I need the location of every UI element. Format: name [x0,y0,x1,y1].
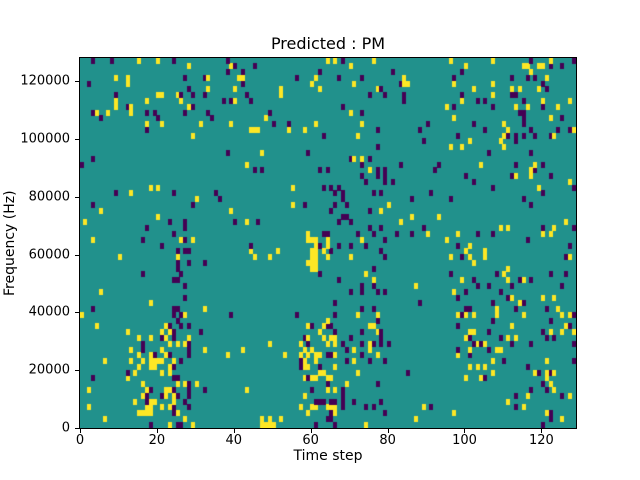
y-tick-label: 120000 [20,73,70,89]
y-tick-label: 80000 [28,189,70,205]
y-tick-mark [75,138,79,140]
y-tick-mark [75,196,79,198]
chart-title: Predicted : PM [270,34,386,53]
x-tick-mark [541,429,543,433]
y-tick-mark [75,370,79,372]
y-tick-label: 40000 [28,304,70,320]
y-tick-mark [75,428,79,429]
y-tick-label: 100000 [20,131,70,147]
x-tick-mark [464,429,466,433]
x-tick-mark [387,429,389,433]
x-tick-mark [233,429,235,433]
x-tick-label: 40 [225,433,243,448]
y-tick-label: 20000 [28,362,70,378]
y-tick-label: 60000 [28,247,70,263]
x-tick-label: 120 [528,433,554,448]
plot-area [79,57,577,429]
x-tick-label: 100 [452,433,477,448]
x-tick-mark [80,429,81,433]
x-tick-label: 20 [148,433,166,448]
x-tick-label: 0 [75,433,85,448]
y-tick-mark [75,312,79,314]
x-tick-mark [156,429,158,433]
y-tick-mark [75,81,79,83]
y-axis-label: Frequency (Hz) [2,190,18,296]
heatmap-canvas [80,58,576,428]
x-tick-label: 80 [379,433,396,448]
y-tick-label: 0 [61,420,70,436]
x-tick-mark [310,429,312,433]
x-axis-label: Time step [293,448,363,464]
x-tick-label: 60 [302,433,319,448]
y-tick-mark [75,254,79,256]
